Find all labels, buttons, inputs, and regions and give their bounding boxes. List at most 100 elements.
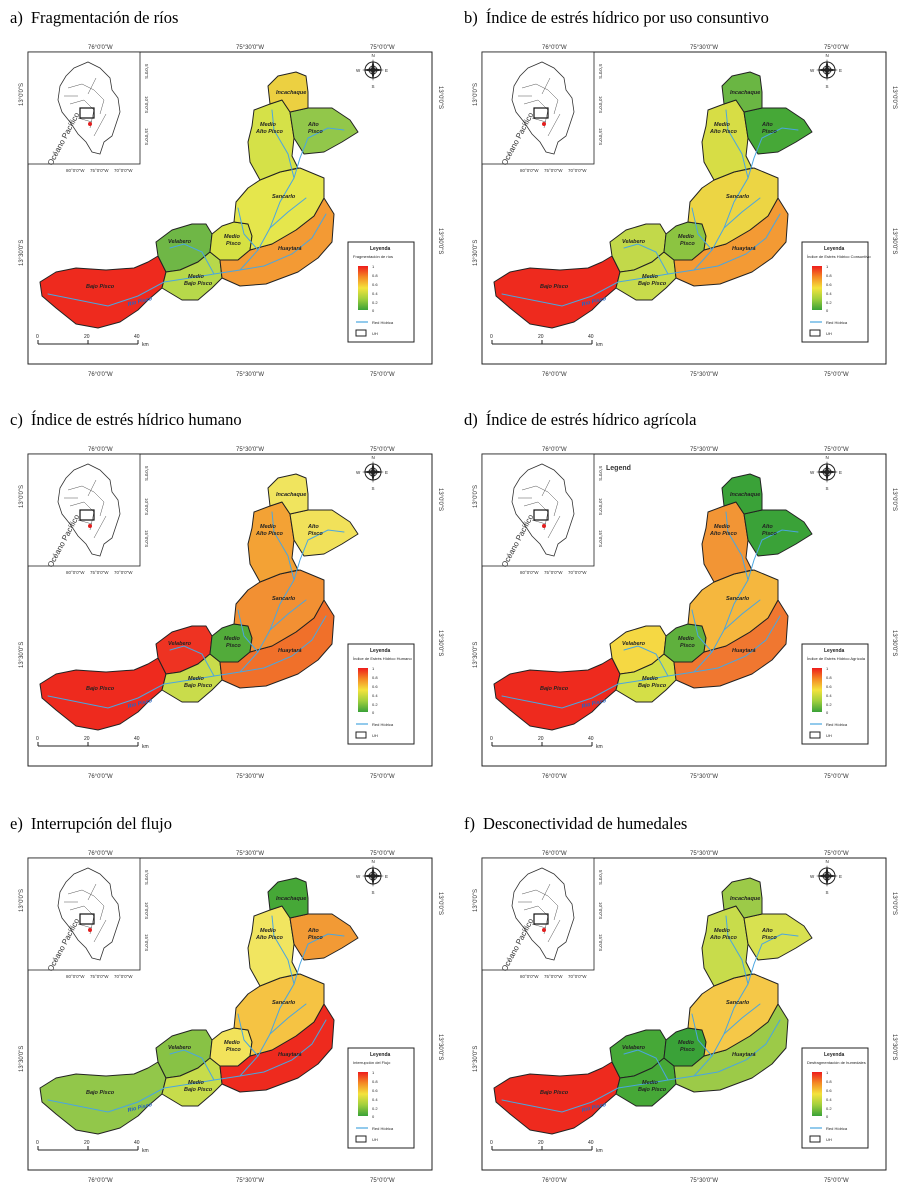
graticule-top-mid: 75°30'0"W (236, 851, 264, 857)
svg-text:20: 20 (84, 736, 90, 742)
label-medio-bajo-2: Bajo Pisco (638, 683, 667, 689)
basin-labels: Bajo Pisco Medio Bajo Pisco Medio Pisco … (540, 90, 777, 308)
north-arrow-icon: N S E W (356, 53, 388, 89)
label-medio-pisco-1: Medio (678, 636, 695, 642)
svg-text:20: 20 (84, 334, 90, 340)
panel-label: e) (10, 814, 23, 833)
graticule-bottom-right: 75°0'0"W (370, 774, 395, 780)
graticule-bottom-left: 76°0'0"W (88, 774, 113, 780)
panel-title-text: Índice de estrés hídrico humano (30, 410, 242, 429)
graticule-bottom-left: 76°0'0"W (88, 1178, 113, 1184)
legend-heading: Leyenda (824, 1052, 845, 1058)
legend: Leyenda Interrupción del Flujo 1 0.8 0.6… (347, 1047, 415, 1149)
svg-text:0.2: 0.2 (826, 702, 832, 707)
graticule-left-lower: 13°30'0"S (19, 642, 25, 668)
svg-text:1: 1 (372, 1070, 375, 1075)
north-arrow-icon: N S E W (356, 455, 388, 491)
legend-ticks: 1 0.8 0.6 0.4 0.2 0 (372, 264, 378, 313)
legend-title: Índice de Estrés Hídrico Consuntivo (807, 254, 871, 259)
legend-ramp (812, 1072, 822, 1116)
panel-label: c) (10, 410, 23, 429)
map-frame: 76°0'0"W 75°30'0"W 75°0'0"W 76°0'0"W 75°… (8, 38, 448, 388)
legend-ramp (358, 1072, 368, 1116)
map-panel-d: d) Índice de estrés hídrico agrícola 76°0… (462, 410, 902, 800)
svg-text:15°0'0"S: 15°0'0"S (144, 934, 149, 951)
graticule-bottom-mid: 75°30'0"W (236, 1178, 264, 1184)
inset-study-area (533, 509, 549, 521)
map-svg: 76°0'0"W 75°30'0"W 75°0'0"W 76°0'0"W 75°… (19, 851, 443, 1184)
river-network (501, 915, 799, 1113)
svg-text:40: 40 (588, 736, 594, 742)
svg-text:0.8: 0.8 (826, 1079, 832, 1084)
label-alto-pisco-2: Pisco (308, 531, 323, 537)
panel-title-text: Índice de estrés hídrico agrícola (485, 410, 697, 429)
svg-text:W: W (356, 68, 361, 73)
label-medio-pisco-1: Medio (224, 636, 241, 642)
svg-text:20: 20 (538, 736, 544, 742)
svg-text:S: S (826, 890, 829, 895)
map-panel-a: a) Fragmentación de ríos 76°0'0"W 75°30'0… (8, 8, 448, 398)
river-network (47, 511, 345, 709)
basin-alto-pisco (743, 509, 813, 557)
svg-text:15°0'0"S: 15°0'0"S (598, 530, 603, 547)
graticule-bottom-right: 75°0'0"W (824, 774, 849, 780)
basin-incachaque (721, 473, 763, 515)
inset-study-area (79, 107, 95, 119)
label-bajo-pisco: Bajo Pisco (86, 1090, 115, 1096)
graticule-top-right: 75°0'0"W (824, 45, 849, 51)
inset-lon-1: 80°0'0"W (66, 570, 85, 575)
inset-lon-1: 80°0'0"W (520, 168, 539, 173)
graticule-top-left: 76°0'0"W (542, 447, 567, 453)
graticule-right-lower: 13°30'0"S (437, 630, 443, 656)
label-alto-pisco-2: Pisco (308, 935, 323, 941)
svg-text:40: 40 (588, 334, 594, 340)
label-alto-pisco-1: Alto (761, 928, 773, 934)
graticule: 76°0'0"W 75°30'0"W 75°0'0"W 76°0'0"W 75°… (473, 851, 897, 1184)
label-incachaque: Incachaque (276, 90, 306, 96)
legend: Leyenda Índice de Estrés Hídrico Humano … (347, 643, 415, 745)
graticule-left-upper: 13°0'0"S (473, 889, 479, 912)
svg-text:0: 0 (490, 334, 493, 340)
svg-text:0.8: 0.8 (372, 273, 378, 278)
inset-map: Océano Pacífico 80°0'0"W 75°0'0"W 70°0'0… (27, 51, 149, 173)
graticule-top-left: 76°0'0"W (88, 447, 113, 453)
legend-ramp (812, 266, 822, 310)
svg-text:E: E (839, 68, 842, 73)
svg-text:10°0'0"S: 10°0'0"S (144, 498, 149, 515)
label-medio-alto-2: Alto Pisco (255, 129, 284, 135)
basin-san-carlos (233, 973, 325, 1057)
svg-text:10°0'0"S: 10°0'0"S (144, 96, 149, 113)
panel-label: f) (464, 814, 475, 833)
svg-text:0.4: 0.4 (372, 1097, 378, 1102)
inset-map: Océano Pacífico 80°0'0"W 75°0'0"W 70°0'0… (481, 857, 603, 979)
label-incachaque: Incachaque (730, 492, 760, 498)
label-medio-alto-2: Alto Pisco (709, 935, 738, 941)
graticule-bottom-right: 75°0'0"W (824, 372, 849, 378)
label-medio-alto-1: Medio (260, 928, 277, 934)
label-medio-pisco-2: Pisco (680, 1047, 695, 1053)
map-frame: 76°0'0"W 75°30'0"W 75°0'0"W 76°0'0"W 75°… (8, 440, 448, 790)
graticule-right-upper: 13°0'0"S (437, 86, 443, 109)
svg-text:0: 0 (372, 308, 375, 313)
legend-river: Red Hídrica (826, 320, 848, 325)
svg-text:0: 0 (36, 736, 39, 742)
inset-lon-3: 70°0'0"W (114, 168, 133, 173)
graticule-top-left: 76°0'0"W (542, 851, 567, 857)
inset-lon-3: 70°0'0"W (114, 974, 133, 979)
label-huaytara: Huaytará (278, 246, 302, 252)
legend: Leyenda Fragmentación de ríos 1 0.8 0.6 … (347, 241, 415, 343)
svg-text:0.4: 0.4 (826, 1097, 832, 1102)
svg-text:20: 20 (538, 1140, 544, 1146)
svg-text:W: W (356, 874, 361, 879)
label-medio-pisco-2: Pisco (226, 643, 241, 649)
graticule-left-lower: 13°30'0"S (473, 1046, 479, 1072)
legend-ramp (358, 668, 368, 712)
basin-incachaque (267, 71, 309, 113)
graticule-right-lower: 13°30'0"S (891, 228, 897, 254)
panel-title-text: Fragmentación de ríos (30, 8, 179, 27)
label-medio-pisco-2: Pisco (226, 1047, 241, 1053)
svg-text:0.6: 0.6 (826, 684, 832, 689)
basins (493, 877, 813, 1135)
label-bajo-pisco: Bajo Pisco (86, 686, 115, 692)
label-medio-pisco-2: Pisco (680, 241, 695, 247)
